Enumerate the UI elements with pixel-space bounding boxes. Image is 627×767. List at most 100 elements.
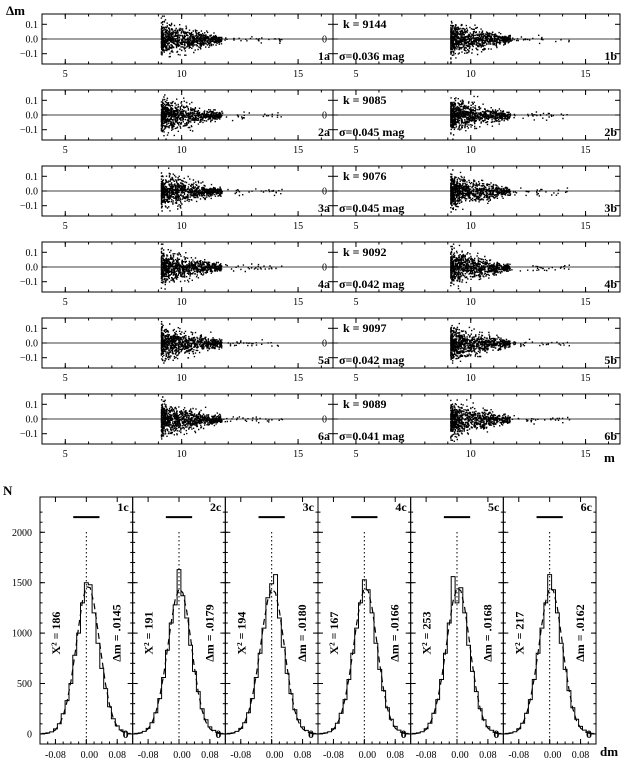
sigma-annotation: σ=0.042 mag (339, 353, 404, 367)
zero-label: 0 (215, 727, 221, 741)
histogram-panel-4c: -0.08 0.00 0.08 4c X² = 167 Δm = .0166 0 (317, 496, 412, 761)
x-tick-label: -0.08 (416, 750, 437, 761)
x-tick-label: 5 (63, 373, 68, 384)
zero-label: 0 (401, 727, 407, 741)
dm-annotation: Δm = .0168 (480, 604, 494, 661)
histogram-panel-2c: -0.08 0.00 0.08 2c X² = 191 Δm = .0179 0 (132, 496, 226, 761)
x-tick-label: 10 (466, 69, 476, 80)
bottom-y-axis-label: N (3, 483, 13, 498)
x-tick-label: 0.00 (544, 750, 562, 761)
sigma-annotation: σ=0.045 mag (339, 201, 404, 215)
x-tick-label: 10 (177, 373, 187, 384)
sigma-annotation: σ=0.041 mag (339, 429, 404, 443)
panel-label: 6a (318, 429, 330, 443)
k-annotation: k = 9097 (343, 321, 387, 335)
y-tick-label: 0.1 (26, 96, 39, 107)
dm-annotation: Δm = .0180 (295, 604, 309, 661)
y-tick-label: 0.0 (26, 263, 39, 274)
x-tick-label: 10 (466, 449, 476, 460)
scatter-panels: 5 10 15 0.1 0.0 −0.1 1a 5 10 15 0 1b k = 9144 σ=0.036… (20, 13, 621, 460)
x-tick-label: 5 (63, 449, 68, 460)
x-tick-label: 0.00 (359, 750, 377, 761)
x-tick-label: 0.08 (108, 750, 126, 761)
k-annotation: k = 9089 (343, 397, 387, 411)
x-tick-label: 15 (581, 373, 591, 384)
y-tick-label: −0.1 (20, 277, 38, 288)
x-tick-label: 5 (353, 69, 358, 80)
panel-label: 5a (318, 353, 330, 367)
panel-label: 2a (318, 125, 330, 139)
y-tick-label: 0 (322, 111, 327, 122)
chi2-annotation: X² = 186 (49, 612, 63, 655)
x-tick-label: 15 (293, 145, 303, 156)
chi2-annotation: X² = 191 (142, 612, 156, 655)
panel-label: 5c (488, 500, 500, 514)
scatter-points (160, 396, 284, 440)
y-tick-label: 1500 (12, 578, 32, 589)
panel-label: 6b (604, 429, 617, 443)
y-tick-label: 0.0 (26, 415, 39, 426)
y-tick-label: −0.1 (20, 125, 38, 136)
zero-label: 0 (493, 727, 499, 741)
y-tick-label: 0 (322, 339, 327, 350)
y-tick-label: −0.1 (20, 429, 38, 440)
x-tick-label: 15 (293, 449, 303, 460)
chi2-annotation: X² = 253 (420, 612, 434, 655)
scatter-points (450, 169, 569, 213)
histogram-panel-1c: -0.08 0.00 0.08 1c X² = 186 Δm = .0145 0 (39, 496, 134, 761)
scatter-panel-6a: 5 10 15 0.1 0.0 −0.1 6a (20, 393, 334, 460)
y-tick-label: 0 (322, 415, 327, 426)
x-tick-label: -0.08 (323, 750, 344, 761)
scatter-panel-4b: 5 10 15 0 4b k = 9092 σ=0.042 mag (322, 241, 621, 308)
y-tick-label: −0.1 (20, 353, 38, 364)
histogram-panel-3c: -0.08 0.00 0.08 3c X² = 194 Δm = .0180 0 (224, 496, 319, 761)
x-tick-label: 10 (466, 297, 476, 308)
sigma-annotation: σ=0.036 mag (339, 49, 404, 63)
scatter-panel-3a: 5 10 15 0.1 0.0 −0.1 3a (20, 165, 334, 232)
scatter-points (450, 243, 570, 292)
chi2-annotation: X² = 194 (234, 612, 248, 655)
panel-label: 4c (395, 500, 407, 514)
scatter-panel-4a: 5 10 15 0.1 0.0 −0.1 4a (20, 241, 334, 308)
x-tick-label: 0.00 (81, 750, 99, 761)
y-tick-label: 0 (322, 187, 327, 198)
panel-label: 4a (318, 277, 330, 291)
scatter-panel-5b: 5 10 15 0 5b k = 9097 σ=0.042 mag (322, 317, 621, 384)
panel-label: 1a (318, 49, 330, 63)
scatter-points (450, 322, 570, 368)
k-annotation: k = 9085 (343, 93, 387, 107)
x-tick-label: 15 (293, 69, 303, 80)
scatter-panel-3b: 5 10 15 0 3b k = 9076 σ=0.045 mag (322, 165, 621, 232)
x-tick-label: 5 (353, 145, 358, 156)
panel-label: 2b (604, 125, 617, 139)
histogram-panel-6c: -0.08 0.00 0.08 6c X² = 217 Δm = .0162 0 (502, 496, 597, 761)
panel-label: 6c (581, 500, 593, 514)
scatter-panel-1a: 5 10 15 0.1 0.0 −0.1 1a (20, 13, 334, 80)
scatter-points (160, 15, 283, 64)
y-tick-label: 0.0 (26, 187, 39, 198)
y-tick-label: −0.1 (20, 201, 38, 212)
x-tick-label: 5 (353, 221, 358, 232)
y-tick-label: 0.0 (26, 111, 39, 122)
y-tick-label: 0.1 (26, 248, 39, 259)
x-tick-label: 10 (466, 221, 476, 232)
x-tick-label: 15 (581, 297, 591, 308)
x-tick-label: 0.00 (451, 750, 469, 761)
x-tick-label: 15 (581, 145, 591, 156)
sigma-annotation: σ=0.042 mag (339, 277, 404, 291)
scatter-panel-2a: 5 10 15 0.1 0.0 −0.1 2a (20, 89, 334, 156)
y-tick-label: 0 (322, 35, 327, 46)
y-tick-label: 0 (322, 263, 327, 274)
y-tick-label: 0.0 (26, 339, 39, 350)
x-tick-label: 15 (581, 449, 591, 460)
panel-label: 2c (210, 500, 222, 514)
chi2-annotation: X² = 167 (327, 612, 341, 655)
zero-label: 0 (123, 727, 129, 741)
y-tick-label: 0.1 (26, 324, 39, 335)
scatter-points (450, 95, 568, 140)
x-tick-label: -0.08 (138, 750, 159, 761)
top-x-axis-label: m (604, 450, 615, 465)
x-tick-label: -0.08 (45, 750, 66, 761)
x-tick-label: 10 (177, 145, 187, 156)
